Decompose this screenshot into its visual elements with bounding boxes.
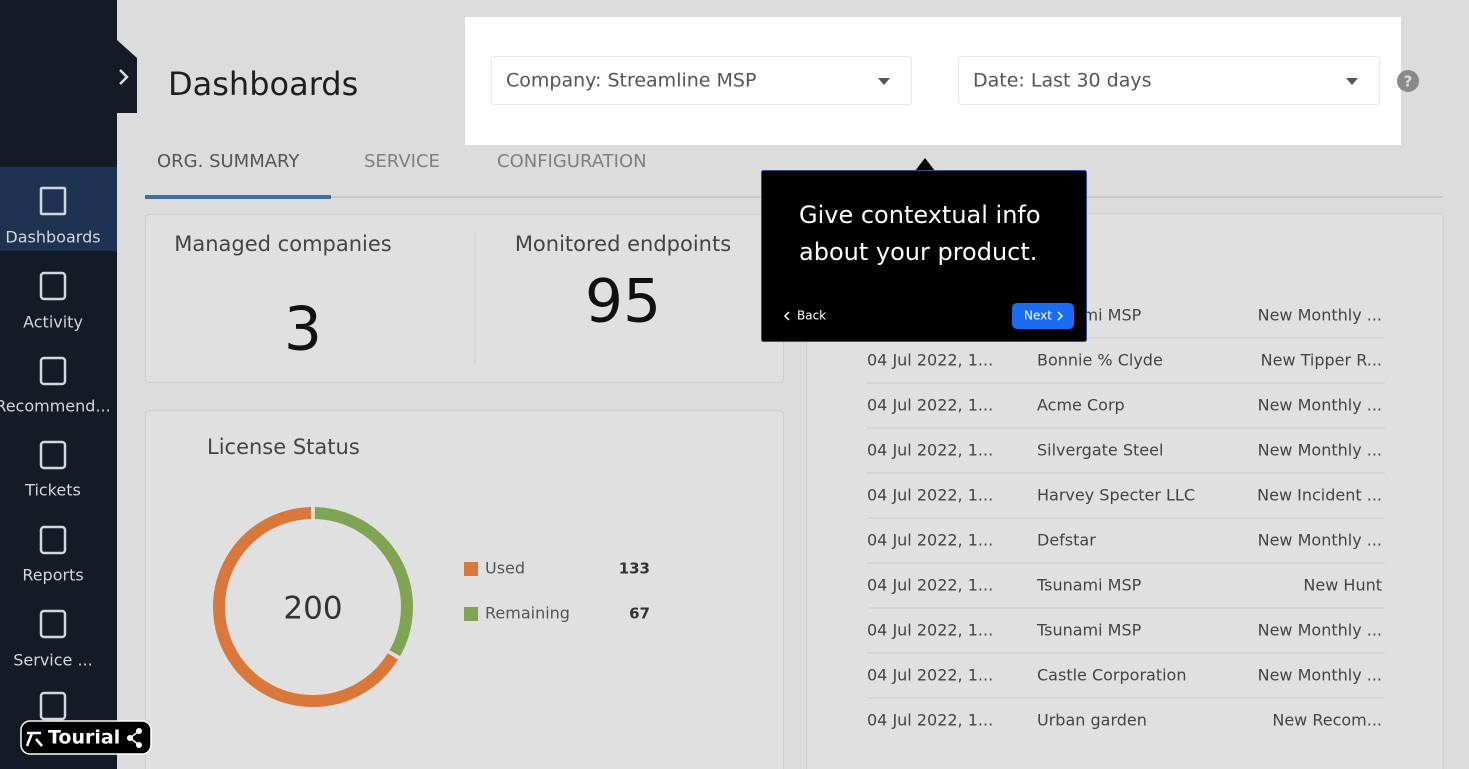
nav-label[interactable]: Activity [23,313,83,332]
legend-value: 67 [629,605,650,623]
row-company: Tsunami MSP [1036,576,1142,595]
legend: Used 133 Remaining 67 [464,559,650,623]
row-type: New Hunt [1303,576,1382,595]
nav-icon [39,271,67,301]
nav-label[interactable]: Service ... [13,651,92,670]
row-company: Castle Corporation [1037,666,1186,685]
row-date: 04 Jul 2022, 1... [867,396,993,415]
legend-value: 133 [619,560,650,578]
row-type: New Monthly ... [1258,396,1382,415]
back-button[interactable]: Back [797,309,826,323]
next-chevron [1057,311,1064,321]
help-icon[interactable] [1397,70,1419,92]
summary-label: Monitored endpoints [515,232,731,256]
row-company: Urban garden [1037,711,1147,730]
select-text: Date: Last 30 days [973,70,1152,92]
tourial-badge[interactable] [20,720,152,755]
row-date: 04 Jul 2022, 1... [867,441,993,460]
donut-segment [314,507,413,657]
caret [1346,78,1358,85]
tooltip-arrow [915,158,935,171]
next-text: Next [1024,309,1052,323]
nav-icon [39,356,67,386]
row-date: 04 Jul 2022, 1... [867,621,993,640]
share-icon [127,728,142,748]
page-title: Dashboards [168,65,358,103]
row-date: 04 Jul 2022, 1... [867,576,993,595]
activity-card [806,213,1444,769]
row-date: 04 Jul 2022, 1... [867,531,993,550]
row-date: 04 Jul 2022, 1... [867,711,993,730]
row-company: Silvergate Steel [1037,441,1163,460]
select-text: Company: Streamline MSP [506,70,756,92]
donut-total: 200 [283,591,342,627]
row-date: 04 Jul 2022, 1... [867,486,993,505]
company-select[interactable] [491,56,912,105]
nav-label[interactable]: Recommend... [0,397,111,416]
date-select[interactable] [958,56,1380,105]
nav-label[interactable]: Tickets [24,481,81,500]
row-type: New Monthly ... [1258,666,1382,685]
help-text: ? [1404,73,1413,91]
chevron [119,69,129,85]
badge-text: Tourial [48,727,120,749]
nav-icon [39,440,67,470]
nav-icon [39,186,67,216]
nav-label[interactable]: Dashboards [5,228,100,247]
activity-table: 04 Jul 2022, 1... Tsunami MSP New Monthly … [867,306,1385,730]
tooltip-text: Give contextual info [799,201,1041,229]
donut-segment [213,507,399,707]
card-title: License Status [207,435,360,459]
summary-value: 95 [585,267,661,337]
row-company: Bonnie % Clyde [1037,351,1163,370]
license-card [145,410,784,769]
legend-label: Used [485,559,525,578]
tab[interactable]: SERVICE [364,151,440,172]
row-type: New Tipper R... [1261,351,1382,370]
next-button[interactable] [1012,303,1074,329]
summary-value: 3 [284,295,322,365]
legend-swatch [464,562,478,576]
active-nav [0,167,117,251]
tooltip-text: about your product. [799,238,1037,266]
legend-swatch [464,607,478,621]
badge-logo [25,731,43,747]
row-type: New Monthly ... [1258,306,1382,325]
row-company: Defstar [1037,531,1096,550]
row-company: Tsunami MSP [1036,621,1142,640]
row-type: New Incident ... [1257,486,1382,505]
tab[interactable]: CONFIGURATION [497,151,647,172]
legend-label: Remaining [485,604,570,623]
row-date: 04 Jul 2022, 1... [867,351,993,370]
donut [213,507,413,707]
row-company: Acme Corp [1037,396,1125,415]
tooltip [761,170,1087,342]
tab[interactable]: ORG. SUMMARY [157,151,300,172]
row-type: New Monthly ... [1258,441,1382,460]
label-part: Managed companies [174,232,391,256]
summary-label: Managed companies [174,232,391,256]
row-company: Harvey Specter LLC [1037,486,1195,505]
nav-icon [39,609,67,639]
row-date: 04 Jul 2022, 1... [867,666,993,685]
back-chevron [783,311,790,321]
nav-label[interactable]: Reports [22,566,83,585]
row-type: New Monthly ... [1258,621,1382,640]
tab-underline [145,195,331,199]
row-type: New Monthly ... [1258,531,1382,550]
caret [878,78,890,85]
row-type: New Recom... [1272,711,1382,730]
nav-icon [39,525,67,555]
nav-icon [39,691,67,721]
